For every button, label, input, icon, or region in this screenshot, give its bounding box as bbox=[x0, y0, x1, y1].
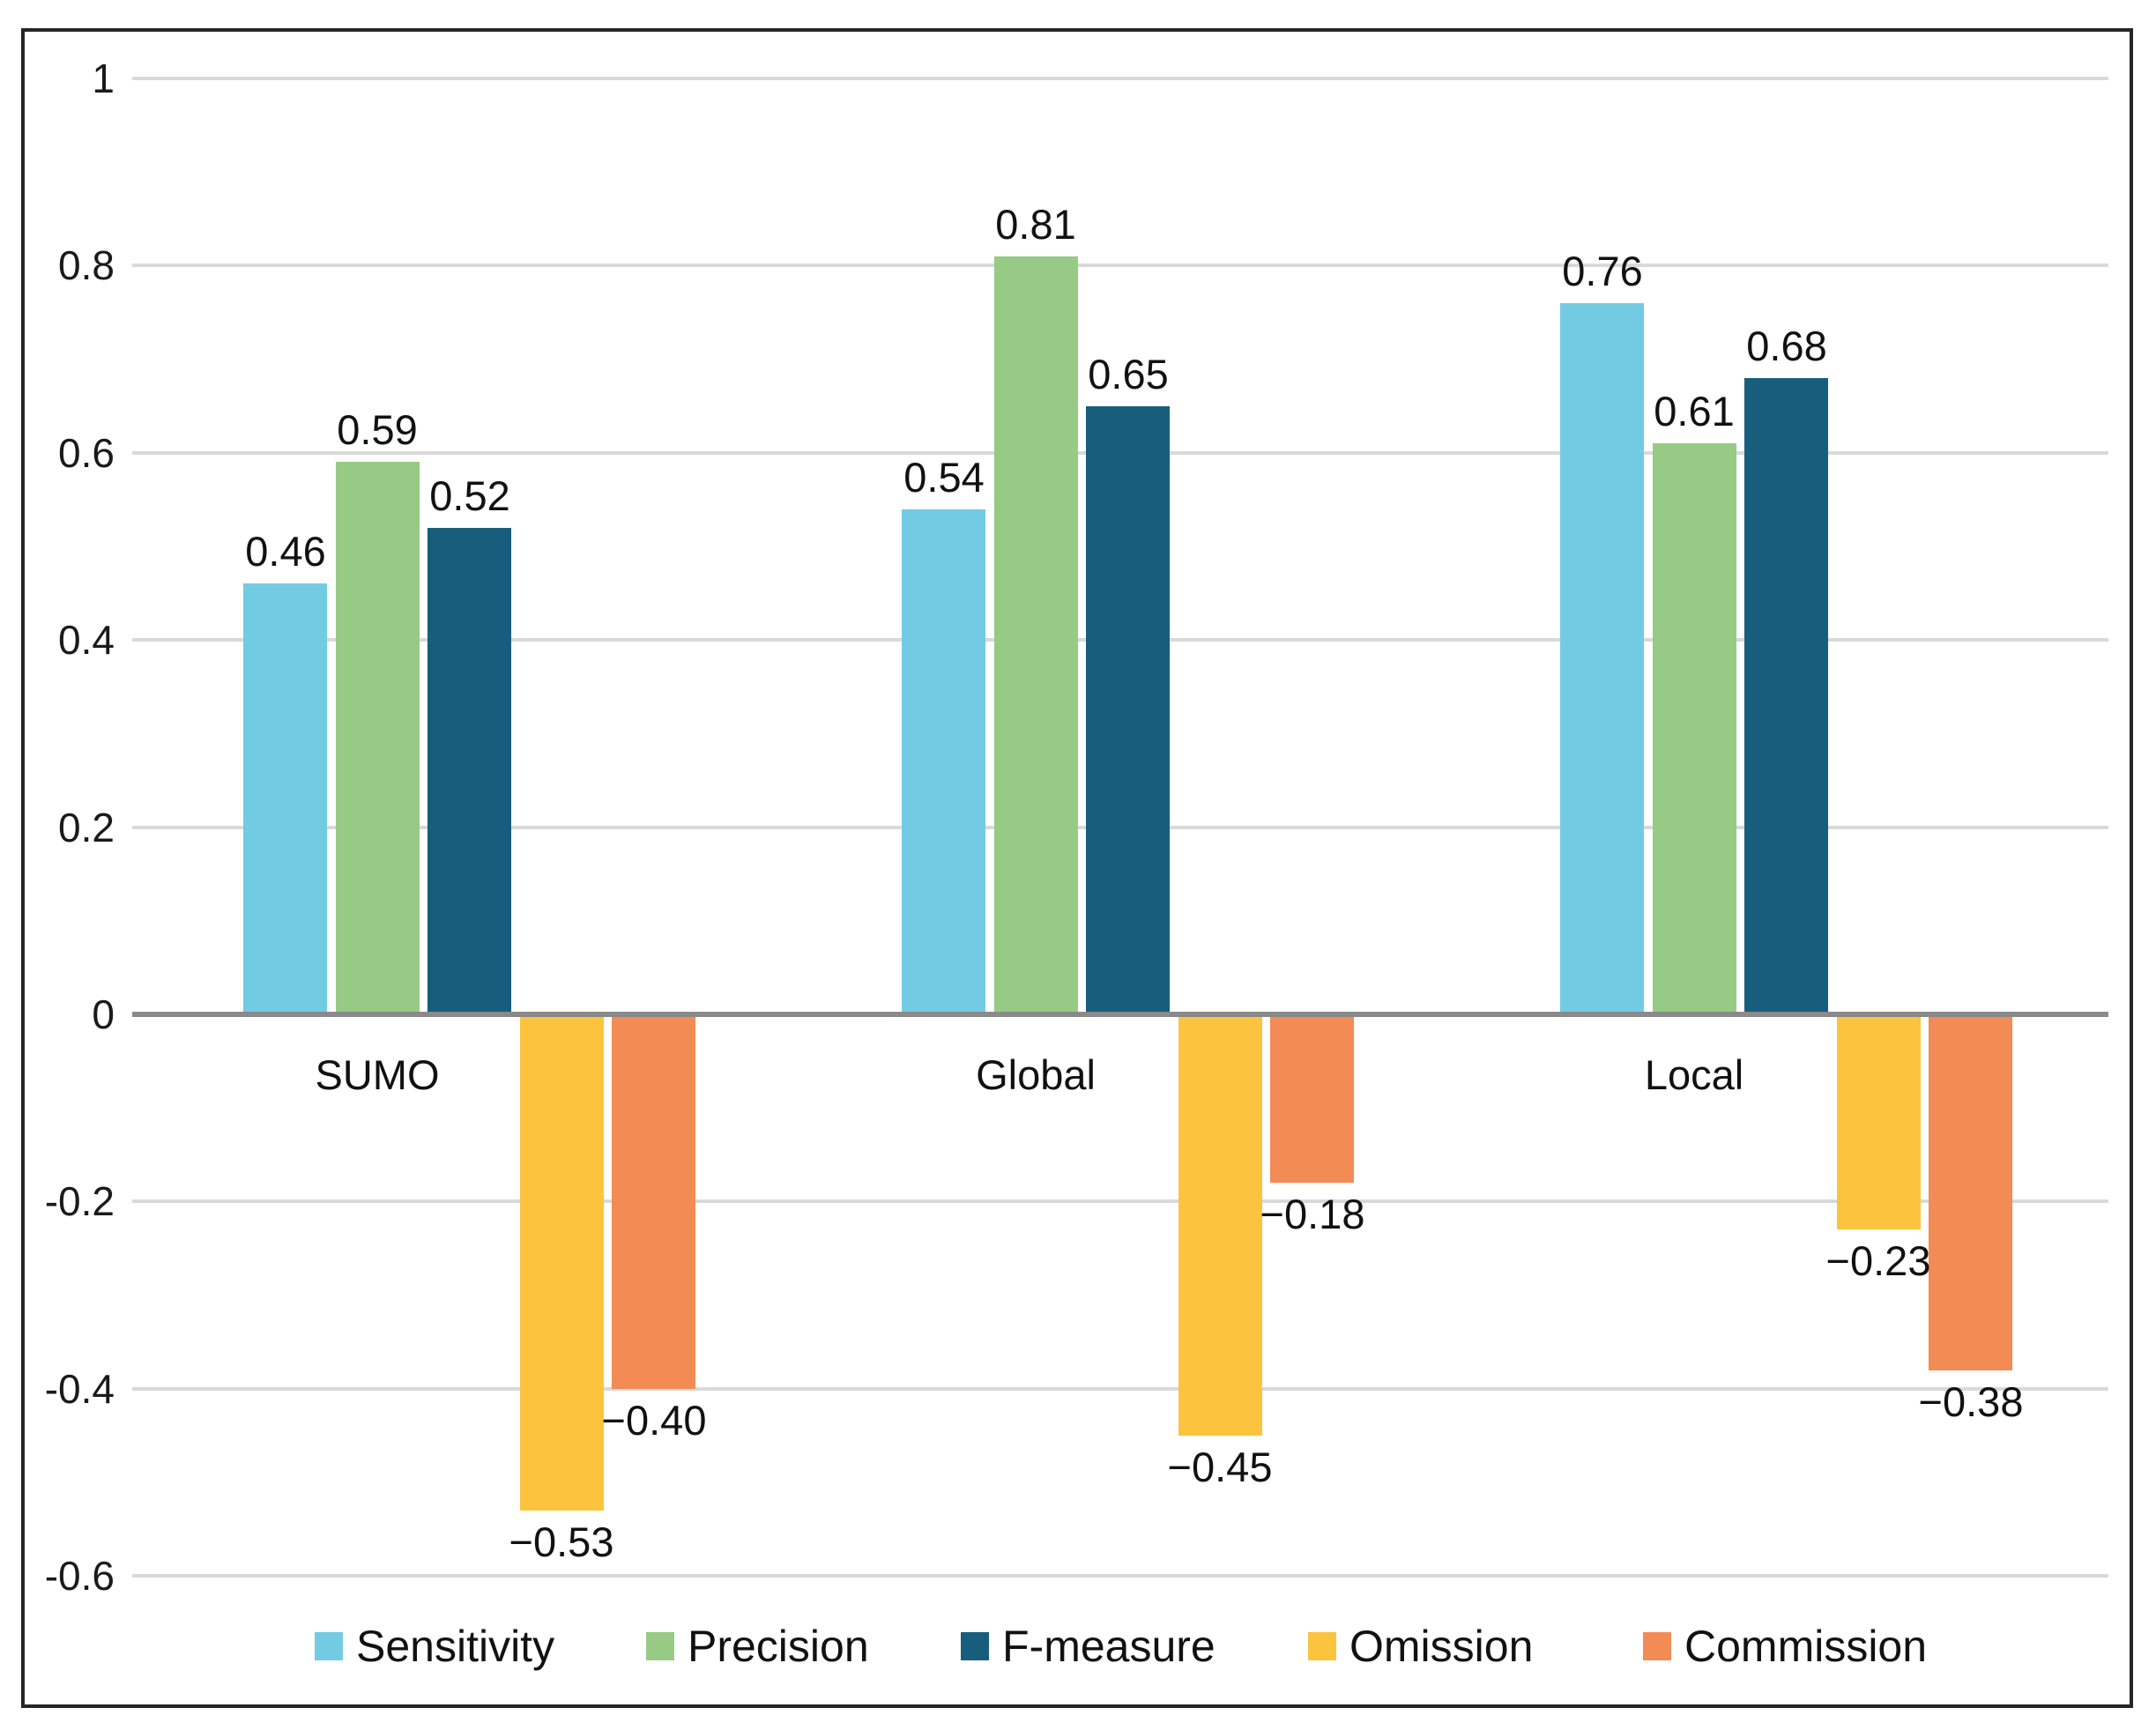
legend-swatch-precision bbox=[646, 1632, 674, 1660]
y-axis-tick-label: 1 bbox=[92, 56, 115, 101]
legend-label-commission: Commission bbox=[1684, 1622, 1928, 1671]
category-label-global: Global bbox=[976, 1051, 1096, 1098]
category-label-local: Local bbox=[1644, 1051, 1744, 1098]
bar-value-label-precision-sumo: 0.59 bbox=[337, 406, 418, 453]
chart-frame bbox=[21, 28, 2133, 1708]
zero-axis-line bbox=[132, 1012, 2108, 1017]
y-axis-tick-label: 0.2 bbox=[58, 805, 115, 850]
legend-item-omission: Omission bbox=[1308, 1623, 1533, 1669]
gridline bbox=[132, 1199, 2108, 1203]
gridline bbox=[132, 1387, 2108, 1391]
y-axis-tick-label: 0.4 bbox=[58, 617, 115, 663]
legend-swatch-sensitivity bbox=[315, 1632, 343, 1660]
bar-value-label-f-measure-local: 0.68 bbox=[1746, 323, 1827, 369]
gridline bbox=[132, 77, 2108, 80]
legend-item-sensitivity: Sensitivity bbox=[315, 1623, 554, 1669]
legend-item-f-measure: F-measure bbox=[961, 1623, 1216, 1669]
legend-label-precision: Precision bbox=[688, 1622, 869, 1671]
category-label-sumo: SUMO bbox=[315, 1051, 440, 1098]
y-axis-tick-label: -0.2 bbox=[44, 1178, 115, 1224]
bar-precision-local bbox=[1653, 443, 1736, 1014]
legend-swatch-f-measure bbox=[961, 1632, 989, 1660]
bar-value-label-omission-global: −0.45 bbox=[1167, 1444, 1273, 1490]
y-axis-tick-label: 0 bbox=[92, 991, 115, 1037]
bar-sensitivity-sumo bbox=[243, 583, 327, 1014]
bar-f-measure-sumo bbox=[427, 528, 511, 1014]
bar-value-label-commission-local: −0.38 bbox=[1918, 1378, 2024, 1425]
bar-value-label-precision-global: 0.81 bbox=[995, 201, 1076, 248]
bar-value-label-sensitivity-global: 0.54 bbox=[903, 454, 985, 501]
bar-sensitivity-global bbox=[902, 509, 985, 1014]
bar-commission-sumo bbox=[612, 1014, 695, 1389]
y-axis-tick-label: -0.4 bbox=[44, 1366, 115, 1412]
bar-value-label-precision-local: 0.61 bbox=[1654, 388, 1735, 434]
bar-precision-global bbox=[994, 256, 1078, 1014]
bar-value-label-omission-sumo: −0.53 bbox=[509, 1518, 614, 1565]
bar-value-label-f-measure-sumo: 0.52 bbox=[429, 472, 510, 519]
legend-swatch-omission bbox=[1308, 1632, 1336, 1660]
bar-value-label-sensitivity-local: 0.76 bbox=[1562, 248, 1643, 294]
bar-f-measure-local bbox=[1744, 378, 1828, 1014]
bar-value-label-sensitivity-sumo: 0.46 bbox=[245, 528, 326, 575]
bar-value-label-commission-sumo: −0.40 bbox=[601, 1397, 707, 1444]
bar-value-label-f-measure-global: 0.65 bbox=[1088, 351, 1169, 397]
y-axis-tick-label: 0.8 bbox=[58, 242, 115, 288]
bar-commission-global bbox=[1270, 1014, 1354, 1183]
legend-label-sensitivity: Sensitivity bbox=[356, 1622, 555, 1671]
y-axis-tick-label: 0.6 bbox=[58, 430, 115, 476]
gridline bbox=[132, 1574, 2108, 1578]
bar-f-measure-global bbox=[1086, 406, 1170, 1014]
bar-precision-sumo bbox=[336, 462, 420, 1014]
legend-item-commission: Commission bbox=[1643, 1623, 1927, 1669]
bar-omission-sumo bbox=[520, 1014, 604, 1511]
bar-value-label-omission-local: −0.23 bbox=[1825, 1237, 1931, 1284]
legend-item-precision: Precision bbox=[646, 1623, 869, 1669]
legend-swatch-commission bbox=[1643, 1632, 1671, 1660]
bar-sensitivity-local bbox=[1560, 303, 1644, 1014]
legend-label-omission: Omission bbox=[1349, 1622, 1534, 1671]
y-axis-tick-label: -0.6 bbox=[44, 1553, 115, 1599]
legend-label-f-measure: F-measure bbox=[1002, 1622, 1216, 1671]
bar-omission-local bbox=[1837, 1014, 1921, 1229]
bar-omission-global bbox=[1178, 1014, 1262, 1436]
bar-value-label-commission-global: −0.18 bbox=[1260, 1191, 1365, 1237]
bar-commission-local bbox=[1929, 1014, 2012, 1370]
gridline bbox=[132, 264, 2108, 267]
